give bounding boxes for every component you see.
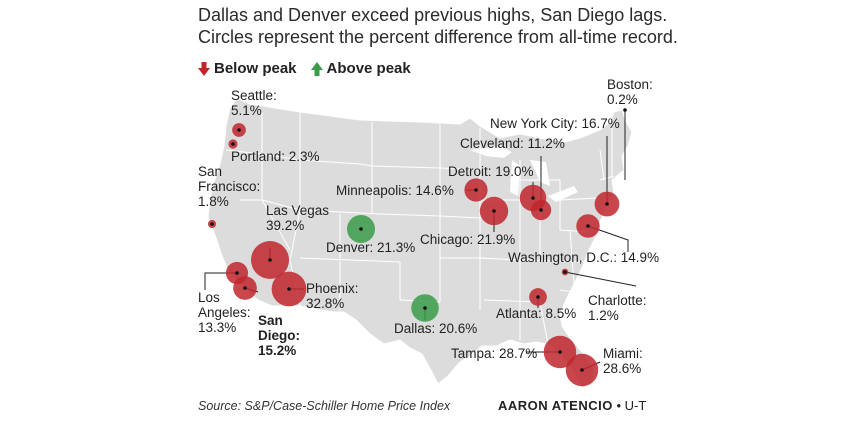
dot-san-diego [243, 286, 247, 290]
label-line-charlotte: Charlotte: [588, 293, 647, 308]
label-cleveland: Cleveland: 11.2% [460, 136, 565, 151]
dot-atlanta [536, 295, 540, 299]
label-los-angeles: Los Angeles: 13.3% [198, 290, 251, 335]
label-portland: Portland: 2.3% [231, 149, 320, 164]
label-line-las-vegas: 39.2% [266, 218, 304, 233]
label-line-san-francisco: Francisco: [198, 179, 260, 194]
label-line-san-diego: Diego: [258, 328, 300, 343]
dot-tampa [558, 350, 562, 354]
label-line-washington-d-c: Washington, D.C.: 14.9% [508, 250, 659, 265]
dot-boston [623, 108, 627, 112]
label-line-boston: 0.2% [607, 92, 638, 107]
label-line-phoenix: 32.8% [306, 296, 344, 311]
label-line-atlanta: Atlanta: 8.5% [496, 306, 576, 321]
label-line-cleveland: Cleveland: 11.2% [460, 136, 565, 151]
dot-new-york-city [605, 202, 609, 206]
down-arrow-icon [198, 61, 210, 76]
label-line-tampa: Tampa: 28.7% [451, 346, 537, 361]
dot-dallas [423, 306, 427, 310]
label-san-francisco: San Francisco: 1.8% [198, 164, 260, 209]
label-san-diego: San Diego: 15.2% [258, 313, 300, 358]
label-line-charlotte: 1.2% [588, 308, 619, 323]
label-miami: Miami: 28.6% [603, 346, 643, 376]
legend-above-label: Above peak [326, 60, 411, 77]
dot-washington-d-c [586, 224, 590, 228]
label-line-las-vegas: Las Vegas [266, 203, 329, 218]
source-note: Source: S&P/Case-Schiller Home Price Ind… [198, 399, 451, 413]
up-arrow-icon [310, 61, 323, 76]
city-labels: Seattle: 5.1%Portland: 2.3%San Francisco: 1… [198, 77, 659, 376]
leader-washington-d-c [587, 225, 629, 252]
legend-above-peak: Above peak [310, 60, 411, 77]
label-denver: Denver: 21.3% [326, 240, 415, 255]
label-line-denver: Denver: 21.3% [326, 240, 415, 255]
label-line-san-francisco: 1.8% [198, 194, 229, 209]
dot-charlotte [563, 270, 567, 274]
dot-portland [231, 142, 235, 146]
label-line-phoenix: Phoenix: [306, 281, 359, 296]
label-line-miami: Miami: [603, 346, 643, 361]
label-line-san-diego: 15.2% [258, 343, 296, 358]
credit-name: AARON ATENCIO [498, 398, 613, 413]
label-line-detroit: Detroit: 19.0% [448, 164, 534, 179]
label-detroit: Detroit: 19.0% [448, 164, 534, 179]
credit: AARON ATENCIO • U-T [498, 398, 646, 413]
dot-denver [359, 227, 363, 231]
dot-detroit [531, 196, 535, 200]
label-line-new-york-city: New York City: 16.7% [490, 116, 620, 131]
dot-phoenix [287, 287, 291, 291]
label-washington-d-c: Washington, D.C.: 14.9% [508, 250, 659, 265]
label-line-san-diego: San [258, 313, 283, 328]
dot-los-angeles [235, 271, 239, 275]
label-line-seattle: 5.1% [231, 103, 262, 118]
label-atlanta: Atlanta: 8.5% [496, 306, 576, 321]
label-line-san-francisco: San [198, 164, 222, 179]
label-line-los-angeles: Los [198, 290, 220, 305]
dot-chicago [492, 209, 496, 213]
legend-below-peak: Below peak [198, 60, 297, 77]
city-circles [207, 108, 627, 387]
label-line-portland: Portland: 2.3% [231, 149, 320, 164]
dot-minneapolis [474, 188, 478, 192]
label-charlotte: Charlotte: 1.2% [588, 293, 647, 323]
label-new-york-city: New York City: 16.7% [490, 116, 620, 131]
chart-title-line-2: Circles represent the percent difference… [198, 27, 678, 47]
label-line-los-angeles: 13.3% [198, 320, 236, 335]
label-minneapolis: Minneapolis: 14.6% [336, 183, 454, 198]
legend-below-label: Below peak [214, 60, 297, 77]
label-line-chicago: Chicago: 21.9% [420, 232, 515, 247]
label-tampa: Tampa: 28.7% [451, 346, 537, 361]
chart-title-line-1: Dallas and Denver exceed previous highs,… [198, 5, 668, 25]
label-dallas: Dallas: 20.6% [394, 321, 477, 336]
dot-cleveland [539, 208, 543, 212]
great-lakes [470, 146, 578, 202]
credit-org: • U-T [616, 398, 647, 413]
leader-charlotte [564, 271, 637, 287]
dot-las-vegas [268, 258, 272, 262]
legend: Below peak Above peak [198, 60, 425, 77]
label-line-miami: 28.6% [603, 361, 641, 376]
dot-seattle [237, 128, 241, 132]
label-line-seattle: Seattle: [231, 88, 277, 103]
dot-san-francisco [210, 222, 214, 226]
label-boston: Boston: 0.2% [607, 77, 653, 107]
label-chicago: Chicago: 21.9% [420, 232, 515, 247]
label-las-vegas: Las Vegas 39.2% [266, 203, 329, 233]
dot-miami [580, 368, 584, 372]
label-line-los-angeles: Angeles: [198, 305, 251, 320]
label-line-dallas: Dallas: 20.6% [394, 321, 477, 336]
label-line-boston: Boston: [607, 77, 653, 92]
label-phoenix: Phoenix: 32.8% [306, 281, 359, 311]
label-line-minneapolis: Minneapolis: 14.6% [336, 183, 454, 198]
label-seattle: Seattle: 5.1% [231, 88, 277, 118]
